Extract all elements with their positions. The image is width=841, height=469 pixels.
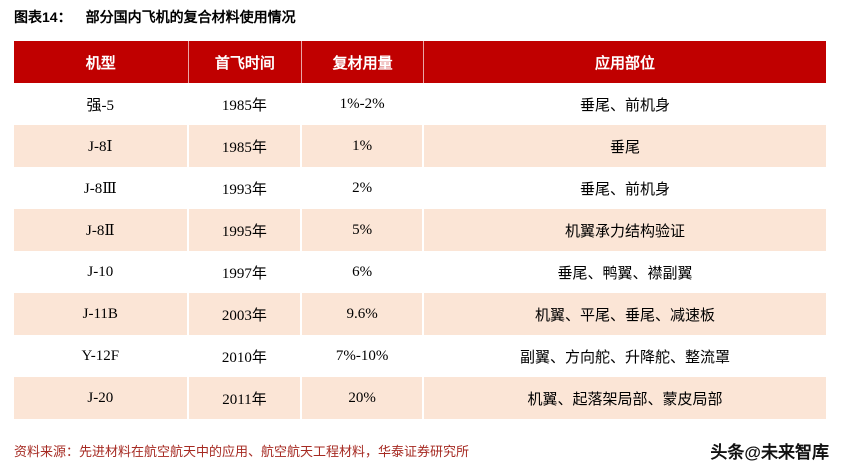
table-cell: 1985年 [188, 125, 303, 167]
table-cell: J-20 [14, 377, 189, 419]
table-cell: 2011年 [188, 377, 303, 419]
figure-title-text: 部分国内飞机的复合材料使用情况 [85, 9, 296, 25]
table-cell: 1995年 [188, 209, 303, 251]
table-cell: 2% [302, 167, 425, 209]
table-cell: 2003年 [188, 293, 303, 335]
table-cell: 1997年 [188, 251, 303, 293]
table-row: J-11B 2003年 9.6% 机翼、平尾、垂尾、减速板 [14, 293, 826, 335]
table-cell: 垂尾、前机身 [424, 167, 826, 209]
table-cell: Y-12F [14, 335, 189, 377]
table-cell: J-8Ⅱ [14, 209, 189, 251]
table-cell: 垂尾、鸭翼、襟副翼 [424, 251, 826, 293]
table-cell: 5% [302, 209, 425, 251]
toutiao-watermark: 头条@未来智库 [710, 443, 829, 462]
table-row: J-8Ⅰ 1985年 1% 垂尾 [14, 125, 826, 167]
header-application-parts: 应用部位 [424, 41, 826, 83]
table-cell: J-8Ⅰ [14, 125, 189, 167]
table-cell: 1985年 [188, 83, 303, 125]
table-cell: J-10 [14, 251, 189, 293]
table-header-row: 机型 首飞时间 复材用量 应用部位 [14, 41, 826, 83]
header-aircraft-model: 机型 [14, 41, 189, 83]
table-cell: 垂尾 [424, 125, 826, 167]
table-cell: 9.6% [302, 293, 425, 335]
figure-title: 图表14： 部分国内飞机的复合材料使用情况 [14, 7, 296, 27]
header-first-flight: 首飞时间 [188, 41, 303, 83]
composite-usage-table: 机型 首飞时间 复材用量 应用部位 强-5 1985年 1%-2% 垂尾、前机身… [14, 41, 826, 419]
table-cell: 1% [302, 125, 425, 167]
table-row: J-20 2011年 20% 机翼、起落架局部、蒙皮局部 [14, 377, 826, 419]
table-cell: 机翼承力结构验证 [424, 209, 826, 251]
table-cell: 机翼、平尾、垂尾、减速板 [424, 293, 826, 335]
table-row: J-8Ⅲ 1993年 2% 垂尾、前机身 [14, 167, 826, 209]
table-row: J-8Ⅱ 1995年 5% 机翼承力结构验证 [14, 209, 826, 251]
table-cell: 2010年 [188, 335, 303, 377]
table-cell: 垂尾、前机身 [424, 83, 826, 125]
source-note: 资料来源：先进材料在航空航天中的应用、航空航天工程材料，华泰证券研究所 [14, 444, 470, 459]
table-cell: 20% [302, 377, 425, 419]
table-cell: J-11B [14, 293, 189, 335]
table-cell: 副翼、方向舵、升降舵、整流罩 [424, 335, 826, 377]
table-row: J-10 1997年 6% 垂尾、鸭翼、襟副翼 [14, 251, 826, 293]
table-cell: 7%-10% [302, 335, 425, 377]
figure-label: 图表14： [14, 9, 72, 25]
table-row: Y-12F 2010年 7%-10% 副翼、方向舵、升降舵、整流罩 [14, 335, 826, 377]
header-composite-usage: 复材用量 [302, 41, 425, 83]
table-cell: J-8Ⅲ [14, 167, 189, 209]
table-row: 强-5 1985年 1%-2% 垂尾、前机身 [14, 83, 826, 125]
table-cell: 6% [302, 251, 425, 293]
table-cell: 机翼、起落架局部、蒙皮局部 [424, 377, 826, 419]
table-cell: 1993年 [188, 167, 303, 209]
table-cell: 强-5 [14, 83, 189, 125]
table-cell: 1%-2% [302, 83, 425, 125]
